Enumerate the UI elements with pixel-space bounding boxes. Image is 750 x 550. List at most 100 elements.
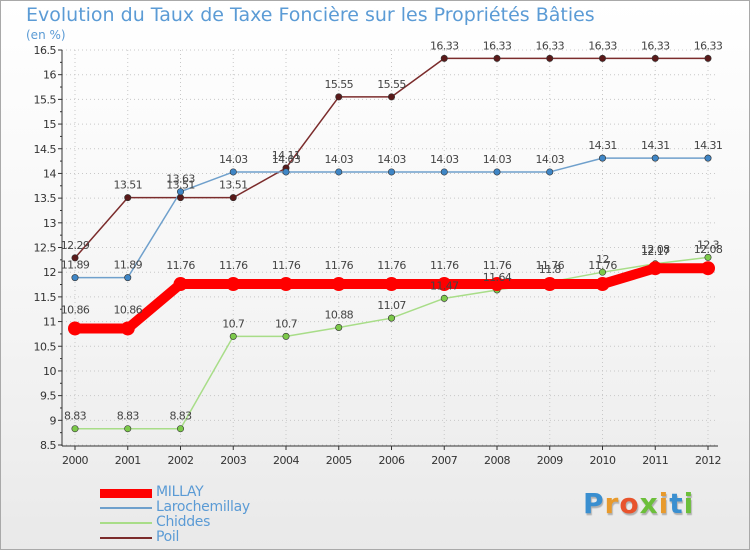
logo-letter: i [683,487,695,520]
data-label-larochemillay: 14.03 [377,153,406,166]
point-poil [704,54,712,62]
point-larochemillay [440,168,448,176]
data-label-poil: 16.33 [694,39,723,52]
point-larochemillay [651,154,659,162]
logo-letter: x [639,487,659,520]
data-label-millay: 11.76 [272,259,301,272]
point-poil [124,194,132,202]
y-tick-label: 13.5 [34,192,57,205]
point-poil [493,54,501,62]
point-chiddes [335,323,343,331]
data-label-chiddes: 12.17 [641,245,670,258]
point-poil [335,93,343,101]
data-label-chiddes: 10.7 [222,317,245,330]
data-label-chiddes: 10.7 [275,317,298,330]
data-label-millay: 10.86 [114,303,143,316]
y-tick-label: 16 [43,69,56,82]
point-larochemillay [598,154,606,162]
y-tick-label: 15 [43,118,56,131]
data-label-poil: 16.33 [641,39,670,52]
point-larochemillay [71,274,79,282]
point-larochemillay [493,168,501,176]
point-larochemillay [335,168,343,176]
x-tick-label: 2009 [537,454,563,467]
data-label-poil: 13.51 [114,179,143,192]
logo-letter: t [669,487,684,520]
data-label-chiddes: 8.83 [117,410,140,423]
point-chiddes [704,253,712,261]
legend-label: MILLAY [156,484,204,500]
data-label-millay: 11.76 [588,259,617,272]
grid [62,49,718,446]
x-tick-label: 2003 [220,454,246,467]
point-millay [173,277,188,292]
y-tick-label: 12.5 [34,242,57,255]
x-tick-label: 2005 [326,454,352,467]
data-label-poil: 15.55 [377,78,406,91]
x-tick-label: 2010 [590,454,616,467]
data-label-poil: 14.11 [272,149,301,162]
point-millay [331,277,346,292]
data-label-millay: 11.76 [536,259,565,272]
proxiti-logo: Proxiti [583,487,694,520]
data-label-larochemillay: 13.63 [166,173,195,186]
point-millay [490,277,504,292]
data-label-larochemillay: 11.89 [114,259,143,272]
data-label-larochemillay: 14.31 [641,139,670,152]
point-millay [595,277,610,292]
data-label-chiddes: 10.88 [325,308,354,321]
point-millay [279,277,293,292]
x-tick-label: 2008 [484,454,510,467]
axes: 8.5 9 9.5 10 10.5 11 11.5 12 12.5 13 13.5 14 14.5 15 1… [34,44,722,467]
data-label-poil: 16.33 [588,39,617,52]
logo-letter: r [604,487,620,520]
point-poil [440,54,448,62]
point-millay [120,321,135,336]
legend-swatch [100,537,152,539]
point-chiddes [282,332,290,340]
y-tick-label: 9.5 [40,390,56,403]
y-tick-label: 9 [50,414,57,427]
point-poil [387,93,395,101]
point-larochemillay [282,168,290,176]
data-label-chiddes: 11.8 [539,263,562,276]
data-label-chiddes: 11.64 [483,271,512,284]
x-tick-label: 2006 [379,454,405,467]
data-label-larochemillay: 14.31 [588,139,617,152]
data-label-larochemillay: 14.03 [325,153,354,166]
point-poil [651,54,659,62]
y-tick-label: 15.5 [34,93,57,106]
point-chiddes [229,332,237,340]
point-larochemillay [546,168,554,176]
data-label-chiddes: 8.83 [169,410,192,423]
y-tick-label: 13 [43,217,56,230]
data-label-poil: 16.33 [483,39,512,52]
data-label-poil: 15.55 [325,78,354,91]
data-label-millay: 11.76 [166,259,195,272]
data-label-millay: 11.76 [430,259,459,272]
legend-swatch [100,522,152,524]
data-label-millay: 12.08 [694,243,723,256]
point-chiddes [124,425,132,433]
y-tick-label: 10.5 [34,340,57,353]
x-tick-label: 2002 [168,454,194,467]
point-poil [177,194,185,202]
point-millay [542,277,557,292]
data-label-poil: 16.33 [536,39,565,52]
point-larochemillay [229,168,237,176]
legend-swatch [100,488,152,498]
data-label-millay: 10.86 [61,303,90,316]
logo-letter: i [658,487,670,520]
data-label-chiddes: 8.83 [64,410,87,423]
data-label-poil: 13.51 [219,179,248,192]
data-label-chiddes: 12.3 [697,238,720,251]
data-label-larochemillay: 14.03 [430,153,459,166]
x-tick-label: 2007 [431,454,457,467]
data-label-millay: 11.76 [219,259,248,272]
point-larochemillay [124,274,132,282]
point-millay [68,321,82,336]
data-label-millay: 11.76 [325,259,354,272]
point-chiddes [71,425,79,433]
point-larochemillay [177,188,185,196]
y-tick-label: 10 [43,365,56,378]
